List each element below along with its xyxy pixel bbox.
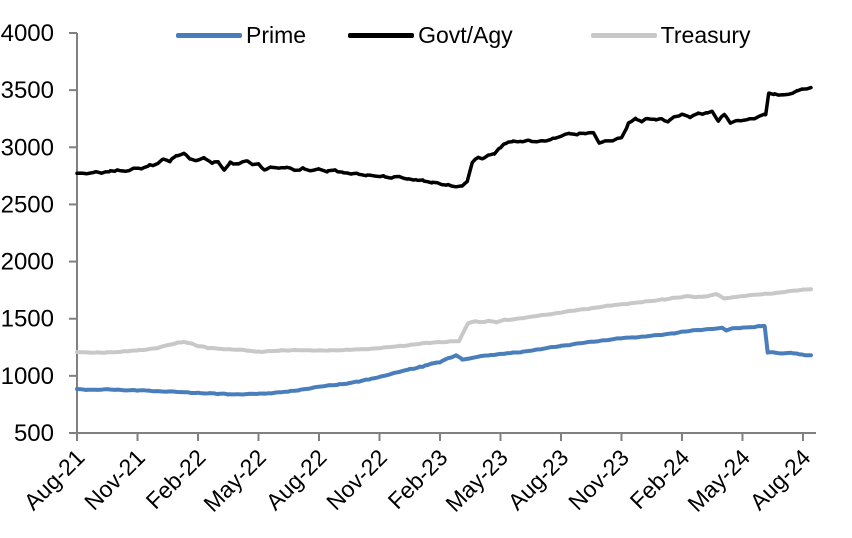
legend-label-prime: Prime	[246, 22, 307, 48]
series-line-treasury	[75, 287, 813, 355]
y-tick-label: 500	[14, 420, 54, 447]
legend-item-treasury: Treasury	[590, 22, 751, 49]
legend-item-prime: Prime	[176, 22, 306, 49]
x-tick-label: Feb-23	[383, 444, 453, 514]
legend-item-govt-agy: Govt/Agy	[348, 22, 513, 49]
x-tick-label: Aug-22	[261, 444, 332, 515]
x-tick-label: Nov-21	[79, 444, 150, 515]
chart-legend: Prime Govt/Agy Treasury	[176, 22, 751, 49]
x-tick-label: Aug-21	[19, 444, 90, 515]
y-tick-label: 4000	[1, 20, 54, 47]
y-tick-label: 3500	[1, 77, 54, 104]
legend-label-govt-agy: Govt/Agy	[418, 22, 513, 48]
x-tick-label: Feb-22	[141, 444, 211, 514]
x-tick-label: Nov-22	[321, 444, 392, 515]
y-tick-label: 1000	[1, 363, 54, 390]
x-tick-label: Aug-23	[503, 444, 574, 515]
series-line-prime	[75, 323, 813, 397]
y-tick-label: 2500	[1, 191, 54, 218]
y-tick-label: 1500	[1, 306, 54, 333]
govt-agy-line-swatch	[348, 33, 415, 38]
treasury-line-swatch	[590, 33, 657, 38]
x-tick-label: Nov-23	[563, 444, 634, 515]
y-tick-label: 2000	[1, 249, 54, 276]
x-tick-label: May-22	[198, 444, 271, 517]
y-tick-label: 3000	[1, 134, 54, 161]
series-line-govt-agy	[75, 85, 813, 189]
x-tick-label: May-23	[440, 444, 513, 517]
x-tick-label: Feb-24	[625, 444, 695, 514]
x-tick-label: May-24	[682, 444, 755, 517]
x-tick-label: Aug-24	[745, 444, 816, 515]
legend-label-treasury: Treasury	[660, 22, 751, 48]
prime-line-swatch	[176, 33, 242, 38]
